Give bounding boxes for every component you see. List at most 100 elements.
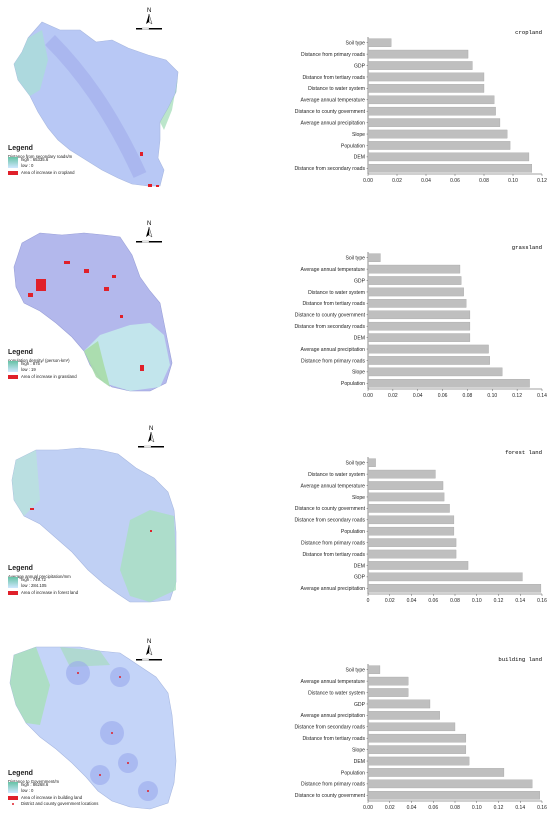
forest-legend: Legend Average annual precipitation/mm h… — [8, 565, 78, 596]
building-chart: building land Soil type Average annual tem… — [270, 627, 550, 827]
legend-low: low : 0 — [21, 162, 34, 168]
bar — [367, 118, 501, 127]
category-label: Distance from secondary roads — [295, 324, 366, 330]
bar — [367, 344, 489, 354]
bar — [367, 95, 495, 105]
legend-low: low : 0 — [21, 787, 34, 793]
category-label: Population — [341, 529, 365, 535]
legend-gradient-swatch — [8, 361, 18, 373]
category-label: Slope — [352, 747, 365, 753]
forest-increase-patch — [30, 508, 34, 510]
category-label: Average annual precipitation — [301, 713, 366, 719]
category-label: Distance to county government — [295, 506, 366, 512]
x-tick-label: 0.12 — [537, 178, 547, 184]
category-label: Population — [341, 381, 365, 387]
cropland-increase-patch — [148, 184, 152, 187]
legend-gov-swatch — [8, 802, 18, 806]
grassland-increase-patch — [112, 275, 116, 278]
category-label: Distance to water system — [308, 86, 365, 92]
cropland-legend: Legend Distance from secondary roads/m h… — [8, 145, 75, 176]
x-tick-label: 0.12 — [494, 805, 504, 811]
bar — [367, 333, 471, 342]
bar — [367, 356, 490, 365]
x-tick-label: 0.16 — [537, 598, 547, 604]
forest-increase-patch — [150, 530, 152, 532]
x-tick-label: 0.08 — [463, 393, 473, 399]
bar — [367, 84, 485, 93]
category-label: Average annual temperature — [301, 679, 366, 685]
bar — [367, 299, 467, 308]
category-label: Slope — [352, 132, 365, 138]
legend-increase: Area of increase in cropland — [21, 169, 75, 175]
grassland-chart: grassland Soil type Average annual tempera… — [270, 215, 550, 415]
north-label: N — [147, 221, 151, 227]
x-tick-label: 0.14 — [537, 393, 547, 399]
category-label: GDP — [354, 575, 366, 581]
chart-title: forest land — [505, 449, 542, 456]
category-label: Average annual precipitation — [301, 347, 366, 353]
bar — [367, 287, 464, 297]
category-label: Distance from tertiary roads — [302, 736, 365, 742]
x-tick-label: 0.04 — [407, 805, 417, 811]
bar — [367, 745, 467, 754]
legend-gradient-swatch — [8, 577, 18, 589]
x-tick-label: 0.12 — [512, 393, 522, 399]
bar — [367, 129, 508, 139]
bar — [367, 61, 473, 70]
x-tick-label: 0.06 — [438, 393, 448, 399]
bar — [367, 504, 450, 513]
bar — [367, 711, 440, 720]
x-tick-label: 0.10 — [508, 178, 518, 184]
category-label: DEM — [354, 335, 365, 341]
x-tick-label: 0.00 — [363, 805, 373, 811]
forest-chart: forest land Soil type Distance to water sy… — [270, 420, 550, 620]
north-label: N — [149, 426, 153, 432]
bar — [367, 722, 456, 732]
bar — [367, 515, 455, 525]
category-label: Slope — [352, 370, 365, 376]
building-gov-point — [111, 732, 113, 734]
category-label: Average annual temperature — [301, 98, 366, 104]
x-tick-label: 0.04 — [421, 178, 431, 184]
bar — [367, 549, 457, 559]
legend-increase: Area of increase in building land — [21, 794, 83, 800]
cropland-increase-patch — [156, 185, 159, 187]
bar — [367, 469, 436, 479]
x-tick-label: 0.06 — [428, 805, 438, 811]
bar — [367, 253, 381, 262]
x-tick-label: 0.06 — [428, 598, 438, 604]
grassland-increase-patch — [64, 261, 70, 264]
category-label: GDP — [354, 702, 366, 708]
cropland-region-west — [14, 30, 48, 96]
bar — [367, 699, 431, 709]
legend-increase: Area of increase in grassland — [21, 373, 77, 379]
category-label: Distance to water system — [308, 690, 365, 696]
grassland-legend: Legend population density/ (person·km²) … — [8, 349, 77, 380]
category-label: DEM — [354, 759, 365, 765]
bar — [367, 791, 540, 800]
legend-title: Legend — [8, 349, 33, 356]
bar — [367, 733, 467, 743]
x-tick-label: 0.02 — [388, 393, 398, 399]
bar — [367, 538, 457, 547]
grassland-region-sw — [84, 341, 110, 387]
category-label: Average annual temperature — [301, 267, 366, 273]
legend-increase: Area of increase in forest land — [21, 589, 79, 595]
x-tick-label: 0.02 — [385, 805, 395, 811]
legend-red-swatch — [8, 374, 18, 379]
category-label: Average annual precipitation — [301, 586, 366, 592]
bar — [367, 458, 376, 467]
category-label: Distance to county government — [295, 793, 366, 799]
bar — [367, 141, 511, 150]
x-tick-label: 0.04 — [413, 393, 423, 399]
category-label: Distance from tertiary roads — [302, 75, 365, 81]
bar — [367, 38, 392, 47]
x-tick-label: 0.10 — [472, 598, 482, 604]
category-label: Distance from secondary roads — [295, 166, 366, 172]
panel-grassland: N Legend population density/ (person·km²… — [0, 215, 550, 415]
building-region-west — [10, 647, 50, 725]
cropland-region-east — [160, 76, 178, 130]
legend-variable: Distance to Government/m — [8, 779, 60, 785]
x-tick-label: 0.08 — [479, 178, 489, 184]
category-label: Population — [341, 770, 365, 776]
